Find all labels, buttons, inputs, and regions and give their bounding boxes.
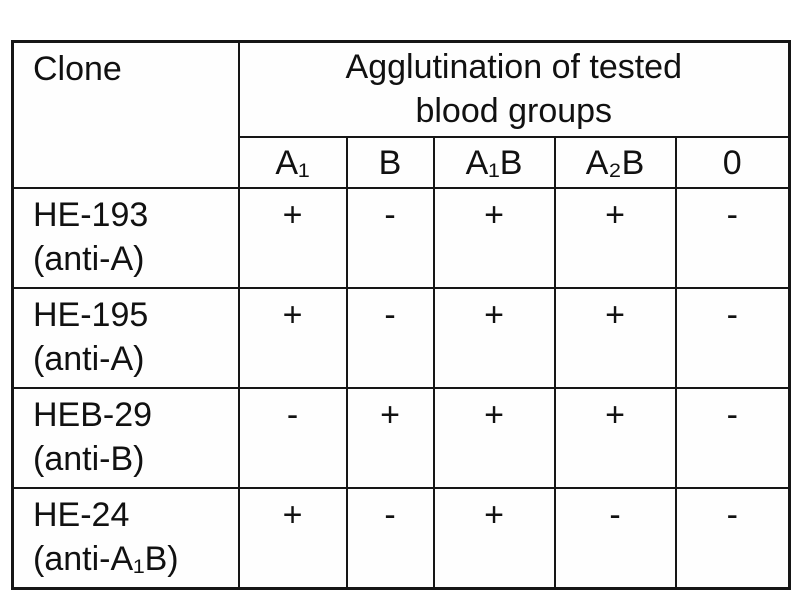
clone-specificity: (anti-B) [33,440,145,478]
clone-name: HE-24 [33,496,130,534]
clone-name: HEB-29 [33,396,153,434]
row-label: HEB-29 (anti-B) [11,387,240,489]
result-cell: + [432,187,556,289]
column-header-b: B [345,136,435,189]
result-cell: - [674,487,791,590]
column-header-a1: A₁ [237,136,348,189]
result-cell: + [345,387,435,489]
result-cell: - [674,187,791,289]
column-header-a1b: A₁B [432,136,556,189]
clone-specificity: (anti-A₁B) [33,540,179,578]
result-cell: + [432,387,556,489]
row-label: HE-193 (anti-A) [11,187,240,289]
result-cell: + [237,487,348,590]
clone-column-header: Clone [11,40,240,189]
result-cell: - [553,487,677,590]
table-row: HEB-29 (anti-B) - + + + - [11,387,791,489]
column-header-0: 0 [674,136,791,189]
clone-name: HE-193 [33,196,149,234]
group-header: Agglutination of tested blood groups [237,40,791,138]
column-header-a2b: A₂B [553,136,677,189]
clone-specificity: (anti-A) [33,240,145,278]
result-cell: - [674,287,791,389]
result-cell: - [345,487,435,590]
clone-name: HE-195 [33,296,149,334]
result-cell: + [553,187,677,289]
result-cell: - [345,287,435,389]
result-cell: + [553,287,677,389]
table-row: HE-193 (anti-A) + - + + - [11,187,791,289]
group-header-row: Clone Agglutination of tested blood grou… [11,40,791,189]
result-cell: - [345,187,435,289]
result-cell: + [237,187,348,289]
clone-specificity: (anti-A) [33,340,145,378]
row-label: HE-24 (anti-A₁B) [11,487,240,590]
result-cell: - [237,387,348,489]
result-cell: + [432,487,556,590]
group-header-line2: blood groups [415,92,613,130]
column-header-row: A₁ B A₁B A₂B 0 [13,136,791,189]
group-header-line1: Agglutination of tested [345,48,682,86]
row-label: HE-195 (anti-A) [11,287,240,389]
result-cell: + [432,287,556,389]
result-cell: + [237,287,348,389]
table-row: HE-24 (anti-A₁B) + - + - - [11,487,791,590]
table-row: HE-195 (anti-A) + - + + - [11,287,791,389]
result-cell: + [553,387,677,489]
result-cell: - [674,387,791,489]
agglutination-table: Clone Agglutination of tested blood grou… [11,40,792,590]
